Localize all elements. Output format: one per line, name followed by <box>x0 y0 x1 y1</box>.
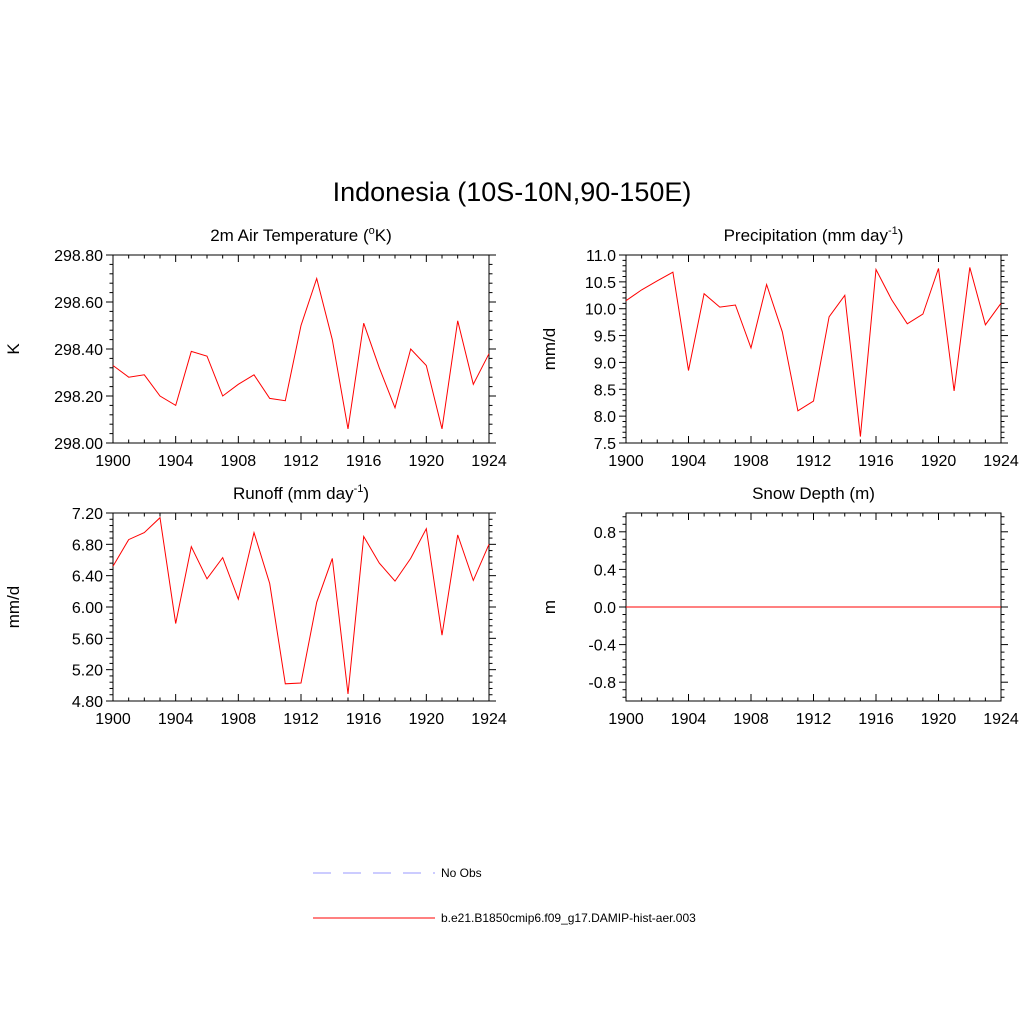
y-tick-label: 11.0 <box>586 248 616 265</box>
y-tick-label: -0.8 <box>588 675 616 692</box>
panel-2: 1900 1904 1908 1912 1916 1920 1924 7.5 8.0 8.5 9.0… <box>540 225 1019 470</box>
x-tick-label: 1908 <box>221 453 257 470</box>
legend: No Obs b.e21.B1850cmip6.f09_g17.DAMIP-his… <box>313 866 696 925</box>
figure-title: Indonesia (10S-10N,90-150E) <box>333 177 692 207</box>
x-tick-label: 1904 <box>671 453 707 470</box>
panel-3: 1900 1904 1908 1912 1916 1920 1924 4.80 5.20 5.60… <box>4 483 507 728</box>
x-tick-label: 1920 <box>921 453 957 470</box>
y-tick-label: 298.20 <box>54 389 103 406</box>
panel-title-suffix: K) <box>375 226 392 245</box>
y-tick-label: 4.80 <box>72 694 103 711</box>
x-tick-label: 1900 <box>608 453 644 470</box>
x-tick-label: 1920 <box>409 453 445 470</box>
y-tick-label: 298.80 <box>54 248 103 265</box>
y-tick-label: 5.20 <box>72 663 103 680</box>
x-tick-label: 1924 <box>471 711 507 728</box>
plot-frame <box>112 512 490 702</box>
y-tick-label: 8.0 <box>594 409 616 426</box>
x-tick-label: 1904 <box>671 711 707 728</box>
y-tick-label: 10.5 <box>585 275 616 292</box>
y-axis-label: mm/d <box>4 586 23 629</box>
panel-4: 1900 1904 1908 1912 1916 1920 1924 -0.8 -0.4 0.0 0… <box>540 484 1019 728</box>
x-tick-label: 1916 <box>346 711 382 728</box>
panel-title: Runoff (mm day-1) <box>233 483 369 503</box>
panel-title: 2m Air Temperature (oK) <box>210 225 392 245</box>
x-tick-label: 1912 <box>796 453 832 470</box>
panel-title-superscript: -1 <box>888 225 898 237</box>
y-tick-label: 9.5 <box>594 329 616 346</box>
x-tick-label: 1908 <box>733 711 769 728</box>
x-tick-label: 1908 <box>733 453 769 470</box>
panel-title-main: Snow Depth (m) <box>752 484 875 503</box>
y-tick-label: 8.5 <box>594 382 616 399</box>
series-line <box>112 516 490 695</box>
y-tick-label: 0.8 <box>594 525 616 542</box>
panel-title: Precipitation (mm day-1) <box>724 225 904 245</box>
legend-label: No Obs <box>441 866 482 880</box>
y-axis-label: mm/d <box>540 328 559 371</box>
x-tick-label: 1920 <box>921 711 957 728</box>
x-tick-label: 1912 <box>283 711 319 728</box>
y-axis-label: K <box>4 343 23 355</box>
y-tick-label: 6.80 <box>72 537 103 554</box>
legend-label: b.e21.B1850cmip6.f09_g17.DAMIP-hist-aer.… <box>441 911 696 925</box>
y-tick-label: 298.00 <box>54 436 103 453</box>
y-tick-label: 7.20 <box>72 506 103 523</box>
x-tick-label: 1900 <box>95 711 131 728</box>
panel-title-main: Runoff (mm day <box>233 484 354 503</box>
y-tick-label: 7.5 <box>594 436 616 453</box>
x-tick-label: 1916 <box>346 453 382 470</box>
x-tick-label: 1912 <box>796 711 832 728</box>
y-tick-label: 0.4 <box>594 562 616 579</box>
x-tick-label: 1916 <box>858 453 894 470</box>
y-tick-label: 298.60 <box>54 295 103 312</box>
x-tick-label: 1920 <box>409 711 445 728</box>
x-tick-label: 1904 <box>158 711 194 728</box>
panel-title-suffix: ) <box>898 226 904 245</box>
x-tick-label: 1912 <box>283 453 319 470</box>
x-tick-label: 1900 <box>608 711 644 728</box>
series-line <box>112 276 490 430</box>
y-tick-label: 6.40 <box>72 569 103 586</box>
x-tick-label: 1916 <box>858 711 894 728</box>
x-tick-label: 1924 <box>983 453 1019 470</box>
y-tick-label: -0.4 <box>588 638 616 655</box>
plot-frame <box>112 254 490 444</box>
y-tick-label: 298.40 <box>54 342 103 359</box>
panel-title-superscript: o <box>369 225 375 237</box>
y-tick-label: 6.00 <box>72 600 103 617</box>
x-tick-label: 1924 <box>983 711 1019 728</box>
y-tick-label: 10.0 <box>585 302 616 319</box>
series-line <box>625 267 1002 437</box>
y-axis-label: m <box>540 600 559 614</box>
plot-frame <box>625 254 1002 444</box>
y-tick-label: 5.60 <box>72 631 103 648</box>
panel-title-superscript: -1 <box>354 483 364 495</box>
x-tick-label: 1908 <box>221 711 257 728</box>
panel-title-main: Precipitation (mm day <box>724 226 889 245</box>
panel-title: Snow Depth (m) <box>752 484 875 503</box>
x-tick-label: 1900 <box>95 453 131 470</box>
x-tick-label: 1904 <box>158 453 194 470</box>
panel-title-suffix: ) <box>363 484 369 503</box>
panel-title-main: 2m Air Temperature ( <box>210 226 369 245</box>
x-tick-label: 1924 <box>471 453 507 470</box>
y-tick-label: 0.0 <box>594 600 616 617</box>
panel-1: 1900 1904 1908 1912 1916 1920 1924 298.00 298.20… <box>4 225 507 470</box>
y-tick-label: 9.0 <box>594 355 616 372</box>
